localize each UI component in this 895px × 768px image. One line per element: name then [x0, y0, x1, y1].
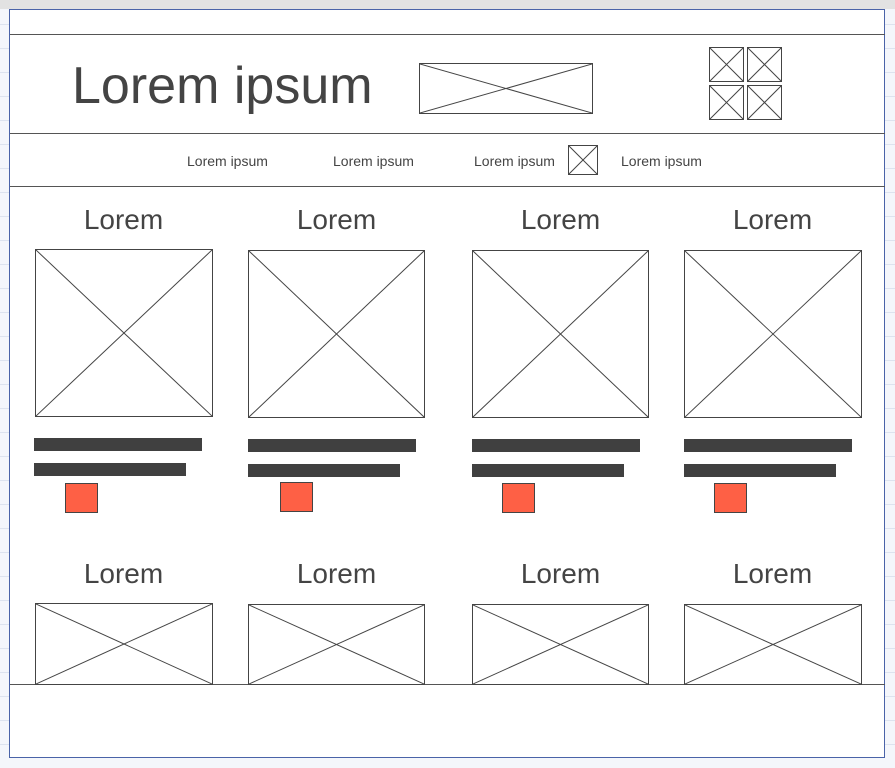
divider-footer [10, 684, 885, 685]
header-icon-2[interactable] [747, 47, 782, 82]
card-image-placeholder [684, 604, 862, 685]
nav-link-4[interactable]: Lorem ipsum [621, 153, 702, 169]
nav-link-2[interactable]: Lorem ipsum [333, 153, 414, 169]
card-title: Lorem [296, 204, 377, 235]
card-action-button[interactable] [502, 483, 535, 513]
card-text-line [248, 464, 400, 477]
card-image-placeholder [472, 250, 649, 418]
header-icon-1[interactable] [709, 47, 744, 82]
header-icon-3[interactable] [709, 85, 744, 120]
card-image-placeholder [248, 250, 425, 418]
card-image-placeholder [472, 604, 649, 685]
card-action-button[interactable] [280, 482, 313, 512]
card-title: Lorem [520, 204, 601, 235]
card-action-button[interactable] [714, 483, 747, 513]
card-title: Lorem [296, 558, 377, 589]
card-title: Lorem [732, 204, 813, 235]
card-title: Lorem [520, 558, 601, 589]
card-image-placeholder [248, 604, 425, 685]
site-title: Lorem ipsum [72, 57, 373, 115]
card-text-line [472, 464, 624, 477]
card-text-line [248, 439, 416, 452]
nav-icon[interactable] [568, 145, 598, 175]
card-text-line [472, 439, 640, 452]
card-image-placeholder [35, 249, 213, 417]
header-icon-4[interactable] [747, 85, 782, 120]
card-text-line [684, 464, 836, 477]
divider-top [10, 34, 885, 35]
divider-header [10, 133, 885, 134]
card-action-button[interactable] [65, 483, 98, 513]
card-text-line [34, 438, 202, 451]
card-text-line [684, 439, 852, 452]
banner-image-placeholder [419, 63, 593, 114]
card-image-placeholder [35, 603, 213, 685]
nav-link-1[interactable]: Lorem ipsum [187, 153, 268, 169]
card-title: Lorem [83, 558, 164, 589]
divider-nav [10, 186, 885, 187]
card-title: Lorem [83, 204, 164, 235]
card-image-placeholder [684, 250, 862, 418]
nav-link-3[interactable]: Lorem ipsum [474, 153, 555, 169]
top-strip [0, 0, 895, 9]
card-text-line [34, 463, 186, 476]
card-title: Lorem [732, 558, 813, 589]
